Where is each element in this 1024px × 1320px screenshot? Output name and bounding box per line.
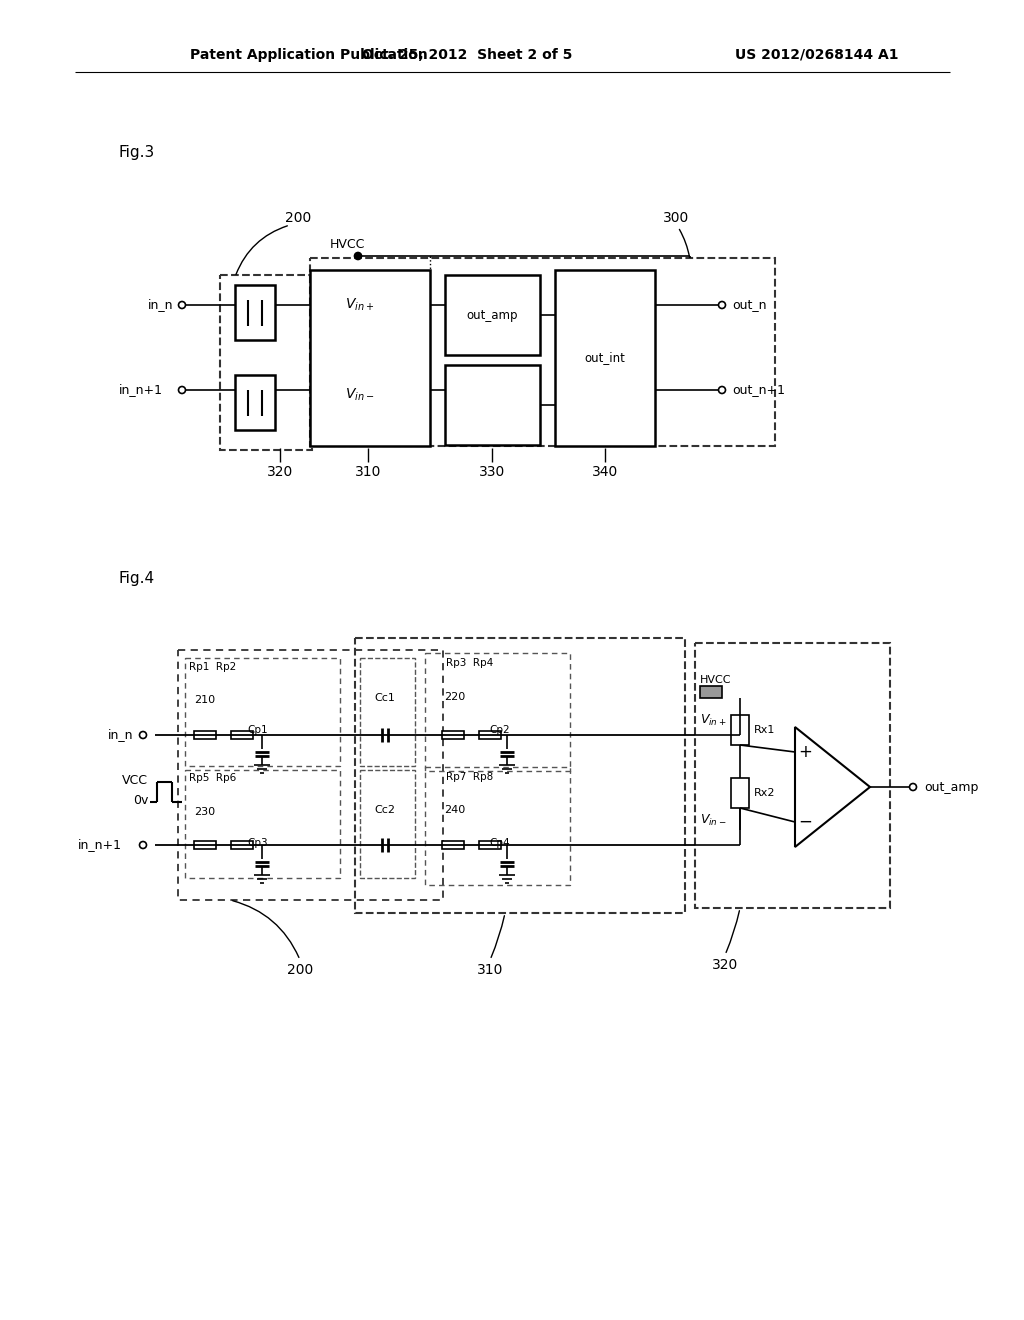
Text: 340: 340 (592, 465, 618, 479)
Text: Cp1: Cp1 (248, 725, 268, 735)
Text: Cp3: Cp3 (248, 838, 268, 847)
Bar (731, 715, 749, 744)
Text: out_n+1: out_n+1 (732, 384, 785, 396)
Bar (310, 257, 775, 446)
Text: Oct. 25, 2012  Sheet 2 of 5: Oct. 25, 2012 Sheet 2 of 5 (362, 48, 572, 62)
Text: 310: 310 (477, 964, 503, 977)
Text: US 2012/0268144 A1: US 2012/0268144 A1 (735, 48, 898, 62)
Circle shape (178, 301, 185, 309)
Bar (479, 731, 501, 739)
Bar (555, 271, 655, 446)
Text: Rp3  Rp4: Rp3 Rp4 (446, 657, 494, 668)
Bar (360, 657, 415, 766)
Text: out_int: out_int (585, 351, 626, 364)
Bar (700, 686, 722, 698)
Bar (231, 841, 253, 849)
Bar (355, 638, 685, 913)
Text: Rx2: Rx2 (754, 788, 775, 799)
Text: in_n+1: in_n+1 (78, 838, 122, 851)
Text: Cp2: Cp2 (489, 725, 510, 735)
Circle shape (719, 387, 725, 393)
Bar (234, 285, 275, 341)
Text: 330: 330 (479, 465, 505, 479)
Circle shape (139, 842, 146, 849)
Bar (479, 841, 501, 849)
Text: Rx1: Rx1 (754, 725, 775, 735)
Circle shape (719, 301, 725, 309)
Text: 210: 210 (195, 696, 216, 705)
Text: Rp7  Rp8: Rp7 Rp8 (446, 772, 494, 781)
Text: Fig.4: Fig.4 (118, 570, 155, 586)
Bar (442, 841, 464, 849)
Text: Fig.3: Fig.3 (118, 144, 155, 160)
Text: Rp1  Rp2: Rp1 Rp2 (189, 663, 237, 672)
Bar (445, 275, 540, 355)
Text: $V_{in+}$: $V_{in+}$ (700, 713, 727, 727)
Text: +: + (798, 743, 812, 762)
Text: Cc1: Cc1 (375, 693, 395, 704)
Bar (185, 657, 340, 766)
Text: Patent Application Publication: Patent Application Publication (190, 48, 428, 62)
Text: 320: 320 (267, 465, 293, 479)
Text: 200: 200 (285, 211, 311, 224)
Text: in_n: in_n (108, 729, 133, 742)
Bar (194, 731, 216, 739)
Text: VCC: VCC (122, 774, 148, 787)
Text: $V_{in-}$: $V_{in-}$ (700, 812, 727, 828)
Bar (695, 643, 890, 908)
Bar (220, 275, 312, 450)
Text: out_amp: out_amp (924, 780, 978, 793)
Text: 310: 310 (354, 465, 381, 479)
Text: 320: 320 (712, 958, 738, 972)
Text: HVCC: HVCC (700, 675, 731, 685)
Bar (731, 777, 749, 808)
Circle shape (909, 784, 916, 791)
Text: 230: 230 (195, 807, 216, 817)
Bar (425, 653, 570, 771)
Text: $V_{in-}$: $V_{in-}$ (345, 387, 375, 403)
Text: HVCC: HVCC (330, 239, 366, 252)
Text: 220: 220 (444, 692, 466, 702)
Text: in_n: in_n (147, 298, 173, 312)
Text: Cc2: Cc2 (375, 805, 395, 814)
Text: out_n: out_n (732, 298, 767, 312)
Bar (178, 649, 443, 900)
Bar (310, 271, 430, 446)
Circle shape (178, 387, 185, 393)
Bar (360, 770, 415, 878)
Text: Cp4: Cp4 (489, 838, 510, 847)
Text: $V_{in+}$: $V_{in+}$ (345, 297, 375, 313)
Text: Rp5  Rp6: Rp5 Rp6 (189, 774, 237, 783)
Bar (442, 731, 464, 739)
Bar (185, 770, 340, 878)
Text: 240: 240 (444, 805, 466, 814)
Bar (425, 767, 570, 884)
Circle shape (139, 731, 146, 738)
Text: out_amp: out_amp (466, 309, 518, 322)
Bar (234, 375, 275, 430)
Text: 300: 300 (663, 211, 689, 224)
Circle shape (354, 252, 361, 260)
Bar (445, 366, 540, 445)
Bar (231, 731, 253, 739)
Text: in_n+1: in_n+1 (119, 384, 163, 396)
Text: 200: 200 (287, 964, 313, 977)
Text: −: − (798, 813, 812, 832)
Bar (194, 841, 216, 849)
Text: 0v: 0v (133, 793, 148, 807)
